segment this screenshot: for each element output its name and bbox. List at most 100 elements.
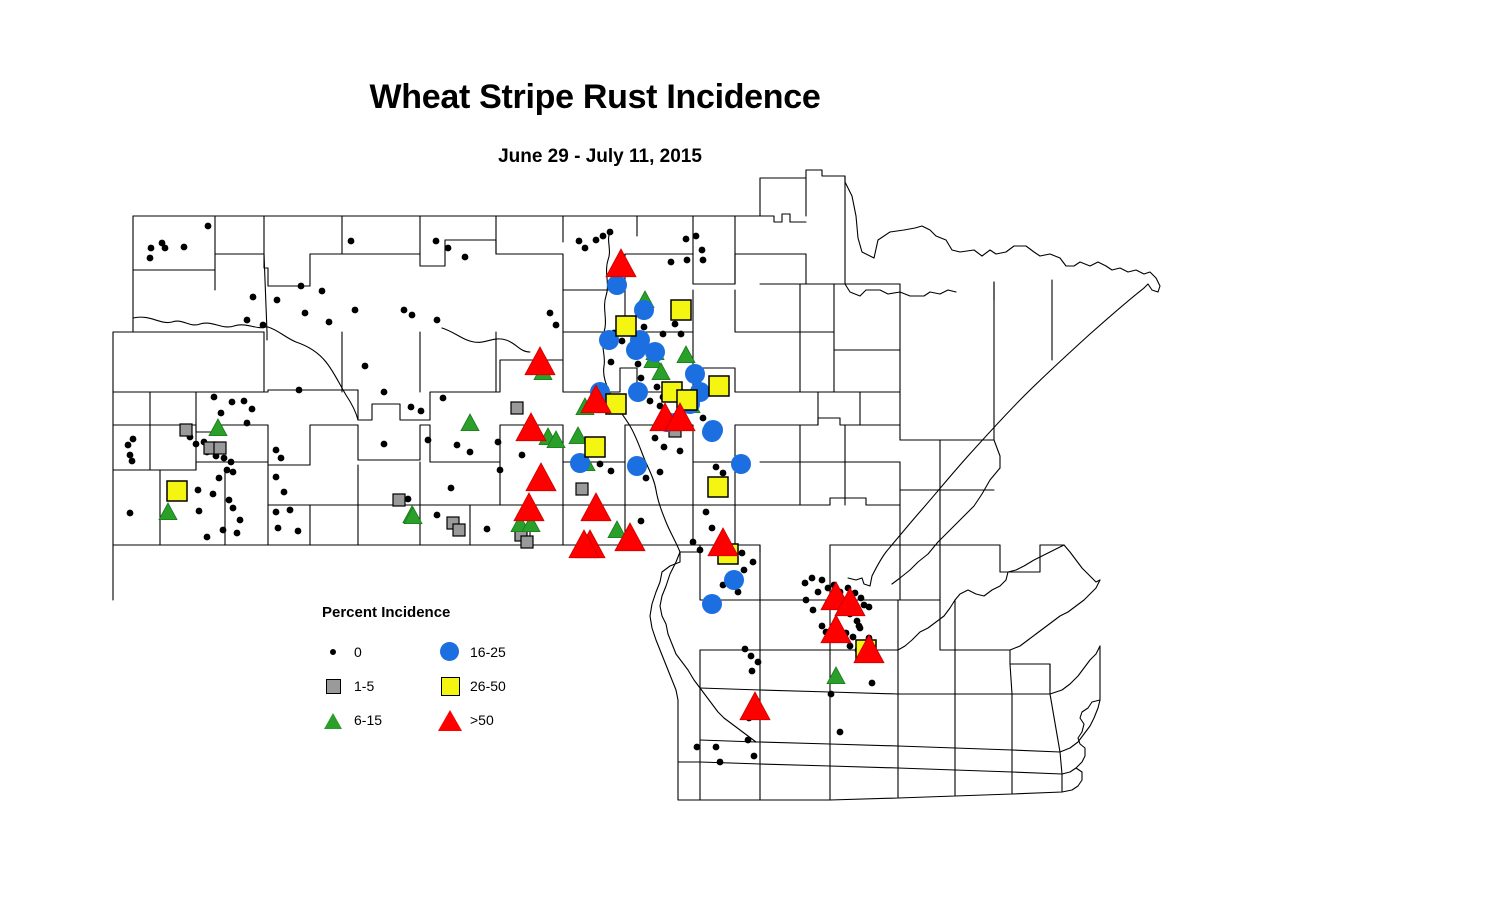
marker-zero [596,460,604,468]
marker-zero [158,239,166,247]
marker-zero [546,309,554,317]
legend-label: 0 [354,644,362,660]
marker-zero [294,527,302,535]
marker-over-50 [524,346,556,376]
marker-zero [659,330,667,338]
marker-zero [126,451,134,459]
marker-zero [698,246,706,254]
marker-16-25 [702,594,722,614]
marker-zero [634,360,642,368]
marker-zero [818,622,826,630]
marker-zero [494,438,502,446]
marker-6-15 [607,520,627,539]
marker-zero [400,306,408,314]
marker-over-50 [614,522,646,552]
marker-16-25 [731,454,751,474]
marker-zero [273,296,281,304]
marker-zero [243,419,251,427]
green-triangle-icon [322,708,346,732]
legend-title: Percent Incidence [322,604,451,621]
marker-zero [380,388,388,396]
marker-zero [518,451,526,459]
marker-16-25 [599,330,619,350]
marker-zero [272,473,280,481]
marker-zero [692,232,700,240]
marker-16-25 [570,453,590,473]
marker-zero [249,293,257,301]
marker-1-5 [392,493,406,507]
marker-6-15 [826,666,846,685]
marker-zero [286,506,294,514]
marker-zero [671,320,679,328]
marker-zero [868,679,876,687]
marker-6-15 [460,413,480,432]
marker-zero [849,633,857,641]
marker-zero [195,507,203,515]
marker-over-50 [580,492,612,522]
marker-6-15 [676,345,696,364]
marker-zero [693,743,701,751]
marker-zero [696,546,704,554]
marker-zero [716,758,724,766]
marker-zero [407,403,415,411]
marker-zero [827,690,835,698]
marker-zero [295,386,303,394]
marker-zero [347,237,355,245]
marker-zero [129,435,137,443]
marker-zero [749,558,757,566]
marker-26-50 [615,315,637,337]
marker-zero [161,244,169,252]
marker-zero [808,574,816,582]
marker-zero [552,321,560,329]
marker-zero [637,517,645,525]
marker-zero [836,728,844,736]
marker-1-5 [510,401,524,415]
marker-zero [809,606,817,614]
marker-zero [361,362,369,370]
marker-zero [599,232,607,240]
marker-zero [453,441,461,449]
marker-6-15 [568,426,588,445]
marker-zero [236,516,244,524]
marker-zero [408,311,416,319]
marker-zero [248,405,256,413]
marker-zero [865,603,873,611]
marker-over-50 [820,614,852,644]
marker-zero [380,440,388,448]
marker-zero [818,576,826,584]
marker-16-25 [628,382,648,402]
marker-zero [259,321,267,329]
marker-1-5 [213,441,227,455]
marker-zero [209,490,217,498]
marker-zero [712,743,720,751]
marker-zero [432,237,440,245]
marker-26-50 [676,389,698,411]
marker-zero [325,318,333,326]
marker-over-50 [605,248,637,278]
marker-zero [439,394,447,402]
marker-zero [128,457,136,465]
marker-zero [483,525,491,533]
marker-16-25 [645,342,665,362]
marker-zero [646,397,654,405]
blue-circle-icon [438,640,462,664]
marker-zero [146,254,154,262]
marker-zero [575,237,583,245]
marker-over-50 [739,691,771,721]
marker-zero [618,337,626,345]
legend-label: 26-50 [470,678,506,694]
marker-6-15 [546,430,566,449]
marker-zero [461,253,469,261]
marker-zero [272,508,280,516]
marker-over-50 [513,492,545,522]
marker-zero [219,526,227,534]
marker-zero [699,414,707,422]
marker-zero [734,588,742,596]
small-black-dot-icon [322,640,346,664]
map-boundaries [112,169,1161,801]
page-subtitle: June 29 - July 11, 2015 [498,146,702,167]
marker-zero [243,316,251,324]
marker-over-50 [525,462,557,492]
red-triangle-icon [438,708,462,732]
